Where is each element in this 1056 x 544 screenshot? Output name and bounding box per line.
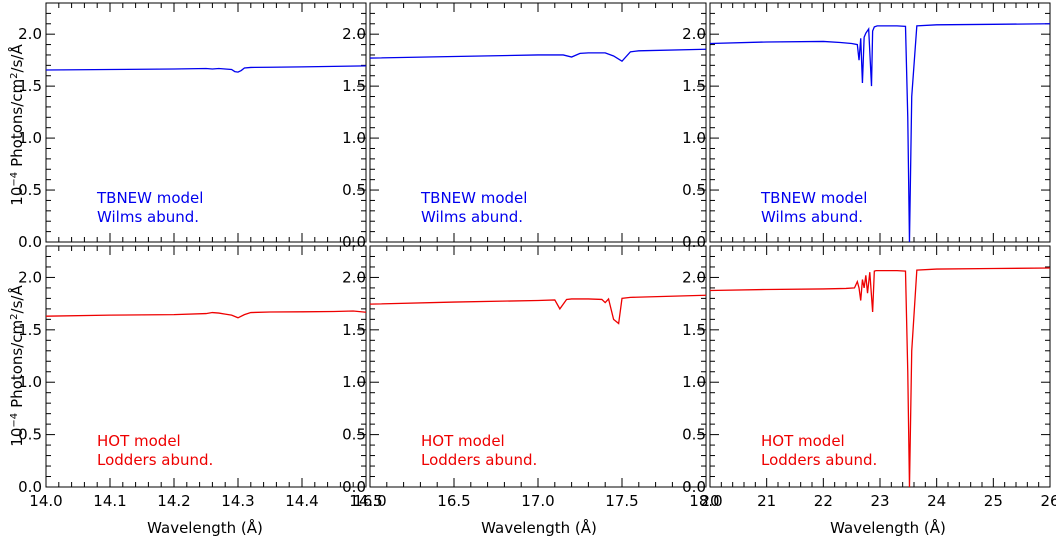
model-annotation: Lodders abund. <box>97 451 213 469</box>
y-tick-label: 0.0 <box>682 233 706 251</box>
model-annotation: Wilms abund. <box>421 208 523 226</box>
x-tick-label: 17.0 <box>521 492 554 510</box>
y-tick-label: 0.5 <box>342 181 366 199</box>
x-tick-label: 14.0 <box>29 492 62 510</box>
plot-frame <box>45 245 367 488</box>
x-tick-label: 14.5 <box>349 492 382 510</box>
y-tick-label: 1.5 <box>342 321 366 339</box>
y-tick-label: 0.0 <box>18 478 42 496</box>
y-tick-label: 0.5 <box>18 181 42 199</box>
y-tick-label: 0.5 <box>682 426 706 444</box>
y-tick-label: 2.0 <box>18 268 42 286</box>
y-tick-label: 1.0 <box>682 129 706 147</box>
spectrum-line <box>45 310 367 319</box>
y-tick-label: 1.5 <box>342 77 366 95</box>
x-tick-label: 20 <box>700 492 719 510</box>
model-annotation: HOT model <box>421 432 505 450</box>
spectrum-line <box>369 294 707 325</box>
model-annotation: Lodders abund. <box>421 451 537 469</box>
y-tick-label: 1.5 <box>682 321 706 339</box>
y-tick-label: 1.5 <box>18 77 42 95</box>
x-tick-label: 21 <box>757 492 776 510</box>
y-tick-label: 0.0 <box>18 233 42 251</box>
y-tick-label: 1.0 <box>342 129 366 147</box>
spectrum-line <box>709 23 1051 243</box>
y-tick-label: 1.0 <box>682 373 706 391</box>
x-tick-label: 14.3 <box>221 492 254 510</box>
y-tick-label: 0.0 <box>342 478 366 496</box>
x-tick-label: 26 <box>1040 492 1056 510</box>
x-tick-label: 24 <box>927 492 946 510</box>
spectrum-line <box>709 267 1051 488</box>
model-annotation: Lodders abund. <box>761 451 877 469</box>
y-tick-label: 1.5 <box>682 77 706 95</box>
panel-bottom-1: 0.0 0.5 1.0 1.5 2.0 16.0 16.5 17.0 17.5 18.0 HOT m… <box>342 245 723 510</box>
model-annotation: HOT model <box>761 432 845 450</box>
y-tick-label: 1.0 <box>18 129 42 147</box>
y-tick-label: 0.5 <box>682 181 706 199</box>
x-tick-label: 18.0 <box>689 492 722 510</box>
y-tick-label: 2.0 <box>18 25 42 43</box>
x-tick-label: 16.5 <box>437 492 470 510</box>
y-tick-label: 1.5 <box>18 321 42 339</box>
y-tick-label: 2.0 <box>682 268 706 286</box>
x-axis-title-middle: Wavelength (Å) <box>481 518 597 537</box>
x-axis-title-left: Wavelength (Å) <box>147 518 263 537</box>
x-tick-label: 25 <box>984 492 1003 510</box>
y-tick-label: 1.0 <box>342 373 366 391</box>
y-tick-label: 2.0 <box>342 25 366 43</box>
x-tick-label: 17.5 <box>605 492 638 510</box>
x-tick-label: 22 <box>814 492 833 510</box>
model-annotation: TBNEW model <box>760 189 867 207</box>
y-axis-title-top: 10−4Photons/cm2/s/Å <box>7 44 26 206</box>
model-annotation: Wilms abund. <box>761 208 863 226</box>
x-tick-label: 23 <box>870 492 889 510</box>
spectrum-line <box>369 48 707 63</box>
y-tick-label: 1.0 <box>18 373 42 391</box>
x-tick-label: 14.4 <box>285 492 318 510</box>
model-annotation: Wilms abund. <box>97 208 199 226</box>
panel-bottom-0: 0.0 0.5 1.0 1.5 2.0 14.0 14.1 14.2 14.3 14.4 14.5 H… <box>18 245 383 510</box>
x-tick-label: 14.1 <box>93 492 126 510</box>
panel-bottom-2: 0.0 0.5 1.0 1.5 2.0 20 21 22 23 24 25 26 HOT modelLo… <box>682 245 1056 510</box>
spectrum-line <box>45 65 367 73</box>
y-tick-label: 0.5 <box>18 426 42 444</box>
x-tick-label: 16.0 <box>353 492 386 510</box>
model-annotation: HOT model <box>97 432 181 450</box>
x-tick-label: 14.2 <box>157 492 190 510</box>
model-annotation: TBNEW model <box>96 189 203 207</box>
y-tick-label: 0.0 <box>682 478 706 496</box>
y-tick-label: 2.0 <box>342 268 366 286</box>
y-tick-label: 0.5 <box>342 426 366 444</box>
y-tick-label: 0.0 <box>342 233 366 251</box>
y-axis-title-bottom: 10−4Photons/cm2/s/Å <box>7 285 26 447</box>
model-annotation: TBNEW model <box>420 189 527 207</box>
x-axis-title-right: Wavelength (Å) <box>830 518 946 537</box>
plot-frame <box>45 2 367 243</box>
y-tick-label: 2.0 <box>682 25 706 43</box>
